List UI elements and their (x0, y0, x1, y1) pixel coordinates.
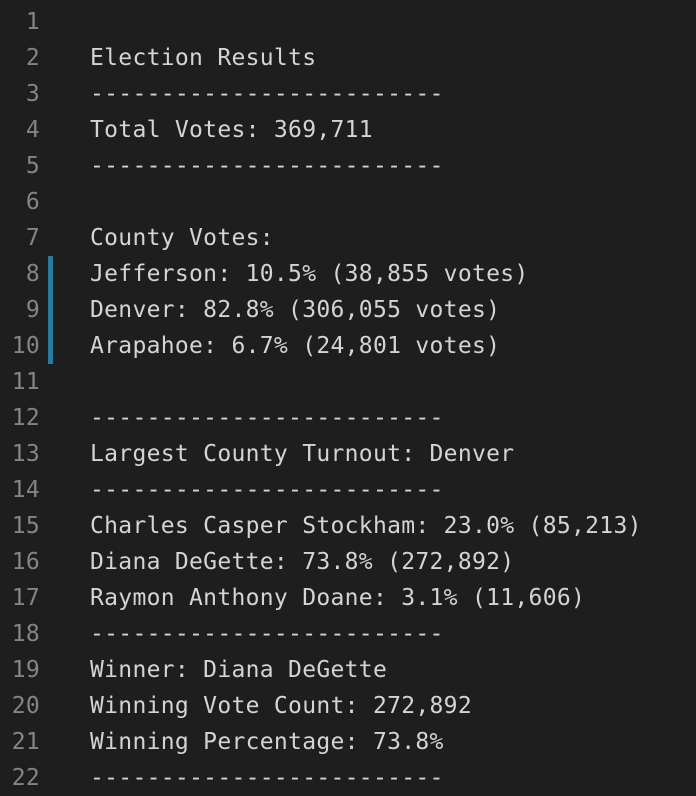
editor-line[interactable]: 12 ------------------------- (0, 400, 696, 436)
line-text[interactable]: ------------------------- (90, 81, 444, 107)
line-number: 5 (25, 153, 40, 179)
line-text[interactable]: Winning Percentage: 73.8% (90, 729, 444, 755)
editor-line[interactable]: 3 ------------------------- (0, 76, 696, 112)
line-text[interactable]: ------------------------- (90, 621, 444, 647)
editor-line[interactable]: 4 Total Votes: 369,711 (0, 112, 696, 148)
line-number: 20 (11, 693, 40, 719)
editor-line[interactable]: 8 Jefferson: 10.5% (38,855 votes) (0, 256, 696, 292)
line-text[interactable]: Diana DeGette: 73.8% (272,892) (90, 549, 515, 575)
line-text[interactable]: Arapahoe: 6.7% (24,801 votes) (90, 333, 501, 359)
editor-line[interactable]: 6 (0, 184, 696, 220)
line-number: 17 (11, 585, 40, 611)
editor-line[interactable]: 5 ------------------------- (0, 148, 696, 184)
line-number: 8 (25, 261, 40, 287)
editor-line[interactable]: 1 (0, 4, 696, 40)
editor-line[interactable]: 20 Winning Vote Count: 272,892 (0, 688, 696, 724)
line-number: 3 (25, 81, 40, 107)
line-number: 15 (11, 513, 40, 539)
editor-line[interactable]: 14 ------------------------- (0, 472, 696, 508)
line-text[interactable]: ------------------------- (90, 477, 444, 503)
editor-line[interactable]: 19 Winner: Diana DeGette (0, 652, 696, 688)
modified-gutter-indicator[interactable] (48, 328, 53, 364)
line-number: 16 (11, 549, 40, 575)
line-number: 13 (11, 441, 40, 467)
line-number: 2 (25, 45, 40, 71)
line-number: 4 (25, 117, 40, 143)
line-number: 21 (11, 729, 40, 755)
line-text[interactable]: Largest County Turnout: Denver (90, 441, 515, 467)
line-text[interactable]: ------------------------- (90, 765, 444, 791)
editor-line[interactable]: 15 Charles Casper Stockham: 23.0% (85,213… (0, 508, 696, 544)
line-text[interactable]: Denver: 82.8% (306,055 votes) (90, 297, 501, 323)
editor-line[interactable]: 9 Denver: 82.8% (306,055 votes) (0, 292, 696, 328)
line-text[interactable]: ------------------------- (90, 405, 444, 431)
line-text[interactable]: Charles Casper Stockham: 23.0% (85,213) (90, 513, 642, 539)
modified-gutter-indicator[interactable] (48, 256, 53, 292)
line-number: 19 (11, 657, 40, 683)
editor-line[interactable]: 21 Winning Percentage: 73.8% (0, 724, 696, 760)
line-text[interactable]: Winner: Diana DeGette (90, 657, 388, 683)
editor-line[interactable]: 10 Arapahoe: 6.7% (24,801 votes) (0, 328, 696, 364)
modified-gutter-indicator[interactable] (48, 292, 53, 328)
editor-line[interactable]: 16 Diana DeGette: 73.8% (272,892) (0, 544, 696, 580)
line-number: 14 (11, 477, 40, 503)
line-number: 11 (11, 369, 40, 395)
editor-line[interactable]: 22 ------------------------- (0, 760, 696, 796)
line-number: 7 (25, 225, 40, 251)
line-text[interactable]: Raymon Anthony Doane: 3.1% (11,606) (90, 585, 586, 611)
line-number: 6 (25, 189, 40, 215)
line-number: 10 (11, 333, 40, 359)
line-number: 1 (25, 9, 40, 35)
line-text[interactable]: Total Votes: 369,711 (90, 117, 373, 143)
line-number: 12 (11, 405, 40, 431)
editor-line[interactable]: 18 ------------------------- (0, 616, 696, 652)
line-number: 9 (25, 297, 40, 323)
line-text[interactable]: Jefferson: 10.5% (38,855 votes) (90, 261, 529, 287)
text-editor[interactable]: 1 2 Election Results 3 -------------------… (0, 4, 696, 796)
line-text[interactable]: ------------------------- (90, 153, 444, 179)
line-text[interactable]: Election Results (90, 45, 317, 71)
line-text[interactable]: County Votes: (90, 225, 274, 251)
editor-line[interactable]: 11 (0, 364, 696, 400)
line-text[interactable]: Winning Vote Count: 272,892 (90, 693, 472, 719)
editor-line[interactable]: 2 Election Results (0, 40, 696, 76)
line-number: 18 (11, 621, 40, 647)
line-number: 22 (11, 765, 40, 791)
editor-line[interactable]: 17 Raymon Anthony Doane: 3.1% (11,606) (0, 580, 696, 616)
editor-line[interactable]: 7 County Votes: (0, 220, 696, 256)
editor-line[interactable]: 13 Largest County Turnout: Denver (0, 436, 696, 472)
